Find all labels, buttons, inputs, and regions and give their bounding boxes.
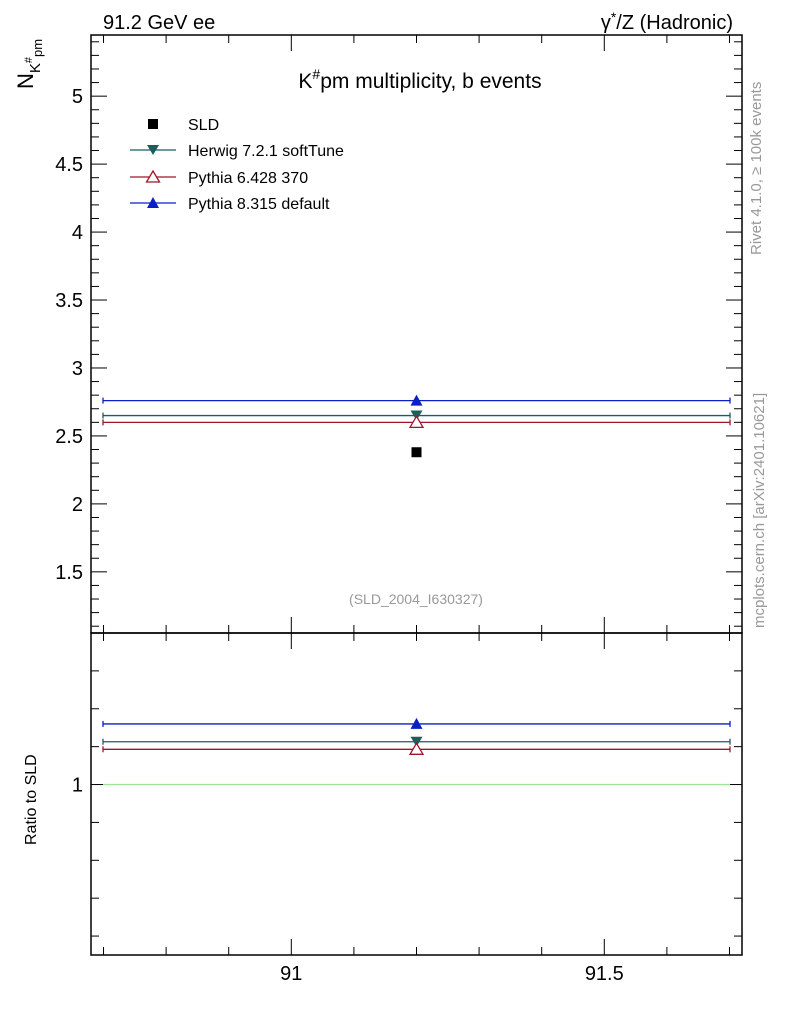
main-ytick-label: 1.5	[55, 562, 83, 584]
main-ytick-label: 3	[72, 358, 83, 380]
legend-label-herwig: Herwig 7.2.1 softTune	[188, 143, 344, 160]
ratio-point-pythia8	[410, 717, 423, 729]
rivet-label: Rivet 4.1.0, ≥ 100k events	[748, 82, 765, 255]
legend-label-pythia6: Pythia 6.428 370	[188, 170, 308, 187]
ratio-plot-frame	[90, 632, 743, 956]
main-ylabel-subsub: pm	[30, 39, 45, 57]
main-ytick-label: 5	[72, 86, 83, 108]
analysis-annotation: (SLD_2004_I630327)	[349, 591, 483, 607]
main-point-sld	[411, 447, 422, 458]
legend-marker-pythia8	[147, 197, 159, 208]
main-ylabel-subsup: #	[23, 56, 35, 63]
main-title-base: K	[298, 70, 312, 93]
main-ylabel: NK#pm	[13, 39, 45, 89]
main-title: K#pm multiplicity, b events	[298, 66, 541, 93]
header-right-rest: /Z (Hadronic)	[616, 12, 733, 34]
main-ytick-label: 4	[72, 222, 83, 244]
legend-marker-sld	[148, 119, 158, 129]
xtick-label: 91.5	[585, 963, 624, 985]
header-right-star: *	[611, 9, 617, 25]
legend: SLD Herwig 7.2.1 softTune Pythia 6.428 3…	[130, 117, 344, 213]
main-ytick-label: 3.5	[55, 290, 83, 312]
legend-marker-herwig	[147, 145, 159, 155]
main-ylabel-base: N	[13, 73, 38, 89]
main-ytick-label: 2.5	[55, 426, 83, 448]
header-right: γ*/Z (Hadronic)	[601, 9, 733, 34]
main-ylabel-sub: K	[27, 63, 44, 73]
main-point-pythia6	[408, 415, 425, 428]
main-point-pythia8	[410, 394, 423, 406]
main-ytick-label: 4.5	[55, 154, 83, 176]
header-left: 91.2 GeV ee	[103, 12, 215, 34]
mcplots-label: mcplots.cern.ch [arXiv:2401.10621]	[751, 393, 768, 628]
main-title-rest: pm multiplicity, b events	[320, 70, 541, 93]
main-ytick-label: 2	[72, 494, 83, 516]
xtick-label: 91	[280, 963, 302, 985]
ratio-point-pythia6	[408, 742, 425, 755]
main-title-sup: #	[312, 66, 320, 82]
ratio-point-herwig	[410, 736, 423, 747]
header-right-gamma: γ	[601, 12, 611, 34]
legend-label-pythia8: Pythia 8.315 default	[188, 196, 330, 213]
ratio-ylabel: Ratio to SLD	[23, 754, 40, 845]
legend-label-sld: SLD	[188, 117, 219, 134]
legend-marker-pythia6	[145, 169, 161, 183]
ratio-ytick-label: 1	[72, 775, 83, 797]
